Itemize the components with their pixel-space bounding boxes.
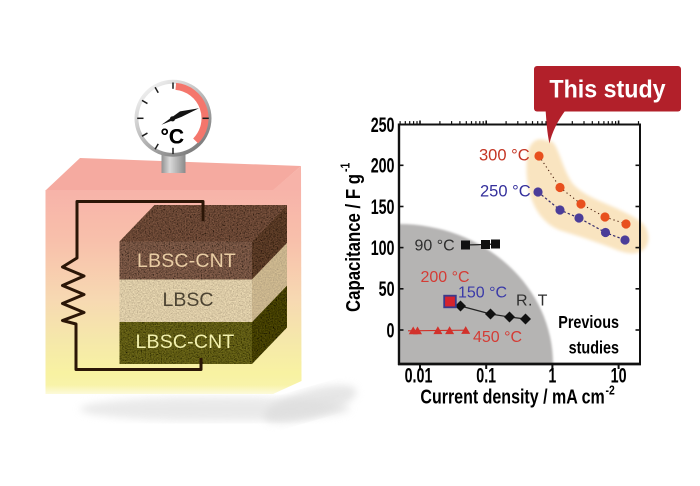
svg-text:300 °C: 300 °C — [479, 147, 530, 165]
svg-text:°C: °C — [161, 126, 185, 149]
svg-text:-2: -2 — [606, 383, 616, 397]
svg-text:°C: °C — [161, 126, 185, 149]
svg-text:LBSC-CNT: LBSC-CNT — [135, 331, 234, 353]
svg-text:250 °C: 250 °C — [480, 183, 531, 201]
svg-text:250: 250 — [371, 113, 395, 136]
svg-text:0.01: 0.01 — [405, 364, 433, 387]
svg-text:LBSC-CNT: LBSC-CNT — [137, 250, 236, 272]
svg-text:studies: studies — [569, 338, 619, 358]
svg-text:This study: This study — [549, 76, 666, 104]
svg-text:150 °C: 150 °C — [458, 285, 507, 302]
svg-text:-1: -1 — [340, 162, 353, 172]
svg-text:Previous: Previous — [558, 313, 619, 333]
svg-text:10: 10 — [611, 364, 627, 387]
svg-text:LBSC: LBSC — [163, 289, 214, 311]
svg-text:0: 0 — [387, 319, 395, 342]
svg-text:200: 200 — [371, 154, 395, 177]
svg-text:1: 1 — [548, 364, 556, 387]
svg-text:450 °C: 450 °C — [473, 329, 522, 346]
svg-text:90 °C: 90 °C — [415, 238, 455, 255]
svg-text:0.1: 0.1 — [476, 364, 496, 387]
svg-text:Current density / mA cm: Current density / mA cm — [420, 386, 604, 408]
svg-text:50: 50 — [379, 277, 395, 300]
svg-text:100: 100 — [371, 236, 395, 259]
svg-text:R. T: R. T — [516, 293, 548, 310]
svg-text:200 °C: 200 °C — [421, 269, 470, 286]
svg-text:150: 150 — [371, 195, 395, 218]
svg-text:Capacitance / F g: Capacitance / F g — [342, 174, 365, 312]
